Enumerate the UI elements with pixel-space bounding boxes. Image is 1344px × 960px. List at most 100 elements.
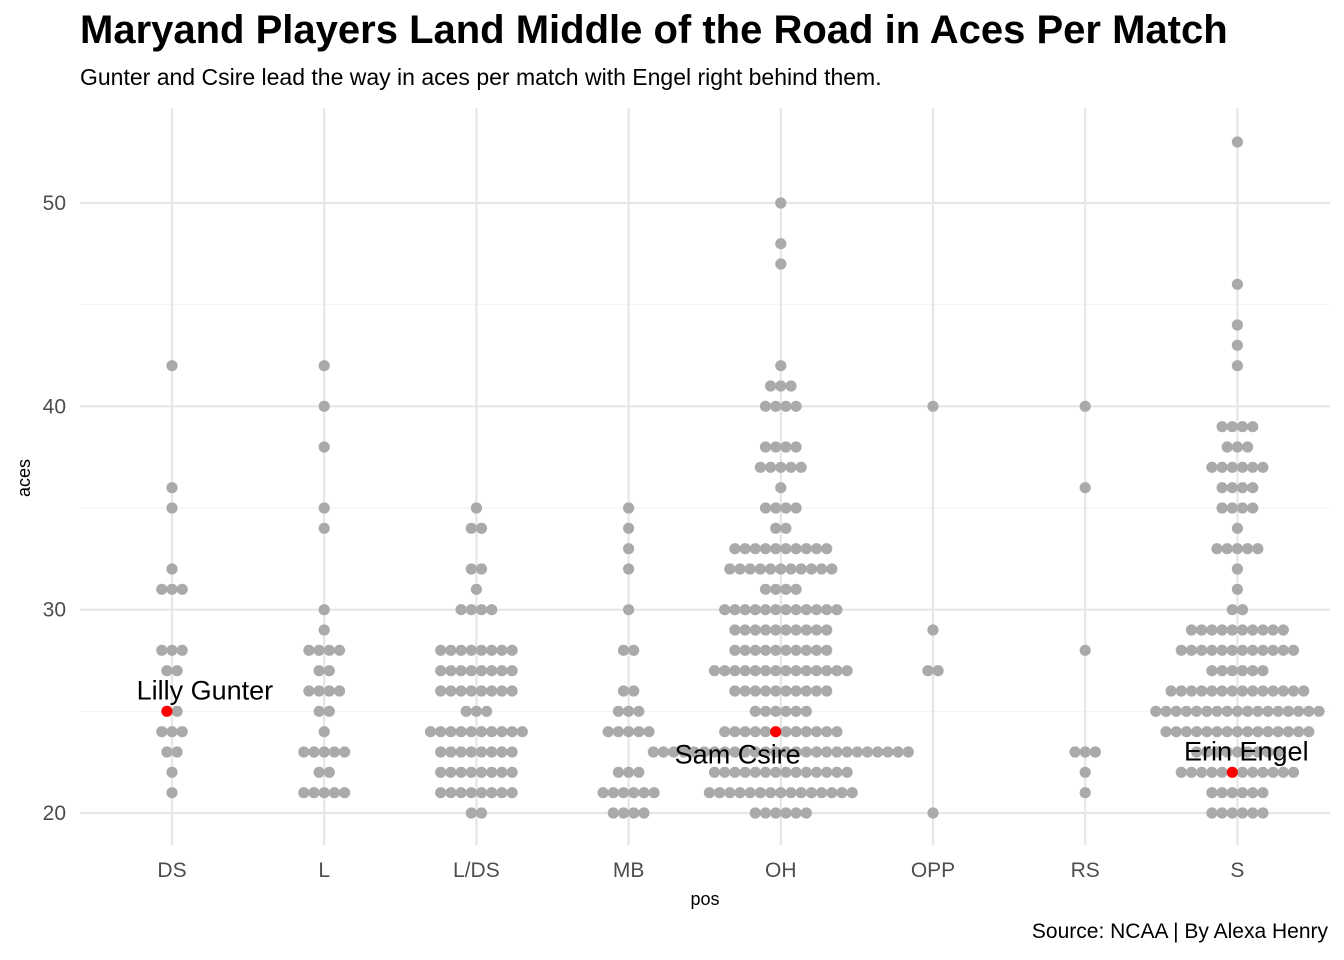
- data-point: [770, 665, 782, 677]
- data-point: [435, 766, 447, 778]
- x-tick-label: OPP: [911, 859, 955, 882]
- data-point: [1226, 685, 1238, 697]
- data-point: [303, 644, 315, 656]
- data-point: [1262, 746, 1274, 758]
- data-point: [759, 746, 772, 758]
- data-point: [790, 400, 802, 412]
- data-point: [1267, 766, 1279, 778]
- data-point: [770, 766, 782, 778]
- data-point: [166, 360, 178, 372]
- data-point: [612, 705, 625, 717]
- y-tick-label: 50: [43, 192, 66, 215]
- data-point: [810, 746, 823, 758]
- data-point: [465, 644, 477, 656]
- grid-lines: [80, 108, 1330, 845]
- data-point: [770, 685, 782, 697]
- data-point: [1303, 726, 1315, 738]
- data-point: [166, 502, 178, 514]
- data-point: [333, 644, 346, 656]
- data-point: [770, 624, 782, 636]
- data-point: [770, 705, 782, 717]
- data-point: [445, 787, 457, 799]
- data-point: [475, 563, 488, 575]
- data-point: [1216, 644, 1228, 656]
- data-point: [633, 766, 645, 778]
- data-point: [749, 604, 761, 616]
- data-point: [765, 563, 777, 575]
- data-point: [161, 665, 173, 677]
- data-point: [795, 461, 807, 473]
- data-point: [1277, 685, 1289, 697]
- data-point: [790, 665, 802, 677]
- data-point: [790, 441, 802, 453]
- data-point: [435, 746, 447, 758]
- data-point: [780, 807, 792, 819]
- data-point: [831, 726, 843, 738]
- data-point: [739, 726, 751, 738]
- data-point: [1191, 705, 1203, 717]
- data-point: [1206, 461, 1218, 473]
- data-point: [790, 685, 802, 697]
- data-point: [496, 685, 508, 697]
- data-point: [902, 746, 914, 758]
- data-point: [1277, 624, 1289, 636]
- data-point: [780, 502, 792, 514]
- data-point: [1221, 746, 1233, 758]
- data-point: [749, 644, 761, 656]
- data-point: [1257, 665, 1269, 677]
- data-point: [841, 665, 853, 677]
- data-point: [176, 583, 188, 595]
- data-point: [171, 746, 183, 758]
- data-point: [1226, 482, 1238, 494]
- data-point: [445, 746, 457, 758]
- data-point: [770, 502, 782, 514]
- data-point: [759, 604, 772, 616]
- data-point: [719, 746, 731, 758]
- data-point: [780, 746, 792, 758]
- data-point: [1247, 766, 1259, 778]
- data-point: [759, 766, 772, 778]
- data-point: [435, 665, 447, 677]
- data-point: [156, 726, 168, 738]
- data-point: [1277, 644, 1289, 656]
- data-point: [780, 543, 792, 555]
- data-point: [1206, 685, 1218, 697]
- data-point: [1079, 787, 1091, 799]
- data-point: [1303, 705, 1315, 717]
- y-tick-label: 30: [43, 599, 66, 622]
- data-point: [308, 787, 320, 799]
- data-point: [628, 787, 640, 799]
- data-point: [339, 787, 351, 799]
- axes-layer: pos aces 20 30 40 50 DS L L/DS MB OH OPP RS S: [14, 192, 1244, 909]
- data-point: [800, 624, 812, 636]
- data-point: [506, 665, 518, 677]
- data-point: [1206, 644, 1218, 656]
- data-point: [688, 746, 700, 758]
- data-point: [1206, 624, 1218, 636]
- data-point: [719, 726, 731, 738]
- x-tick-label: OH: [765, 859, 797, 882]
- data-point: [749, 705, 761, 717]
- data-point: [1216, 766, 1228, 778]
- data-point: [1287, 644, 1300, 656]
- data-point: [1221, 726, 1233, 738]
- chart-title: Maryand Players Land Middle of the Road …: [80, 8, 1228, 52]
- data-point: [445, 685, 457, 697]
- data-point: [455, 746, 467, 758]
- data-point: [475, 807, 488, 819]
- data-point: [475, 665, 488, 677]
- data-point: [1221, 441, 1233, 453]
- data-point: [1236, 421, 1249, 433]
- data-point: [708, 665, 721, 677]
- data-point: [1252, 705, 1264, 717]
- data-point: [1236, 644, 1249, 656]
- data-point: [465, 807, 477, 819]
- data-point: [1247, 685, 1259, 697]
- data-point: [719, 604, 731, 616]
- data-point: [739, 604, 751, 616]
- data-point: [1150, 705, 1162, 717]
- x-tick-label: MB: [613, 859, 645, 882]
- data-point: [759, 807, 772, 819]
- data-point: [800, 705, 812, 717]
- data-point: [1196, 685, 1208, 697]
